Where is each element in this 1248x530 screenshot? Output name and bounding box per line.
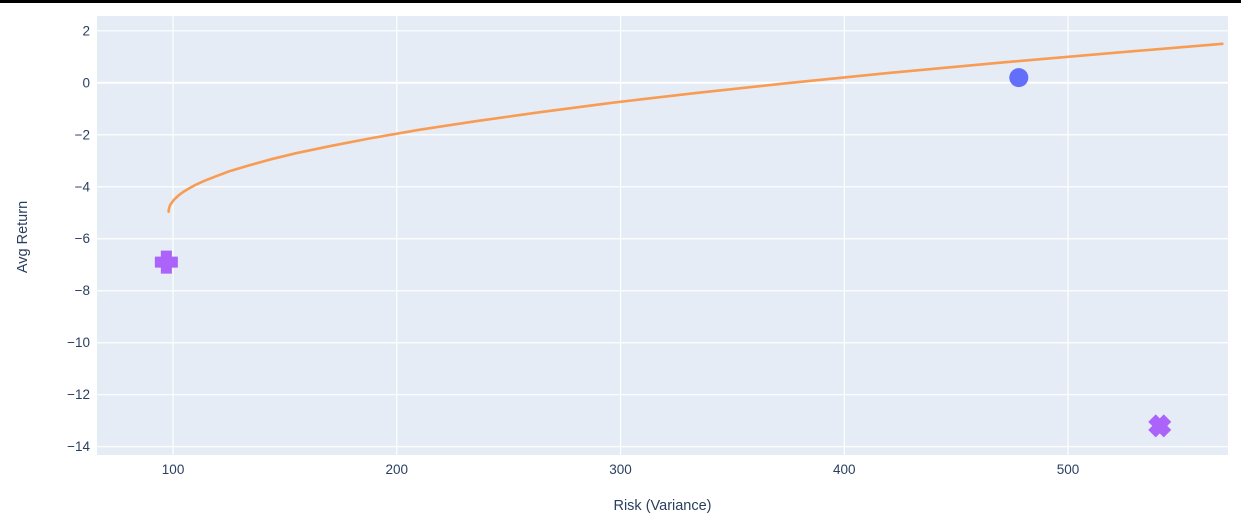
top-border (0, 0, 1241, 3)
y-tick-label: −6 (75, 231, 90, 246)
portfolio-circle-marker[interactable] (1009, 68, 1029, 88)
x-tick-label: 200 (386, 462, 409, 477)
x-axis-title: Risk (Variance) (613, 498, 711, 514)
x-tick-label: 500 (1057, 462, 1080, 477)
y-axis-title: Avg Return (15, 201, 31, 273)
efficient-frontier-line[interactable] (167, 42, 1224, 213)
y-tick-label: −14 (67, 439, 90, 454)
x-tick-label: 400 (833, 462, 856, 477)
y-tick-label: −12 (67, 387, 90, 402)
plot-area[interactable] (97, 16, 1228, 455)
y-tick-label: 0 (82, 75, 90, 90)
asset-x-marker[interactable] (1144, 410, 1175, 441)
tick-labels: 100 200 300 400 500 −14 −12 −10 −8 −6 −4 −2 0 2 (67, 23, 1079, 477)
y-tick-label: −2 (75, 127, 90, 142)
gridlines (97, 16, 1228, 455)
series-layer (154, 42, 1224, 441)
y-tick-label: −4 (75, 179, 91, 194)
y-tick-label: −10 (67, 335, 90, 350)
asset-plus-marker[interactable] (154, 250, 178, 274)
x-tick-label: 300 (609, 462, 632, 477)
y-tick-label: 2 (82, 23, 90, 38)
x-tick-label: 100 (162, 462, 185, 477)
y-tick-label: −8 (75, 283, 90, 298)
